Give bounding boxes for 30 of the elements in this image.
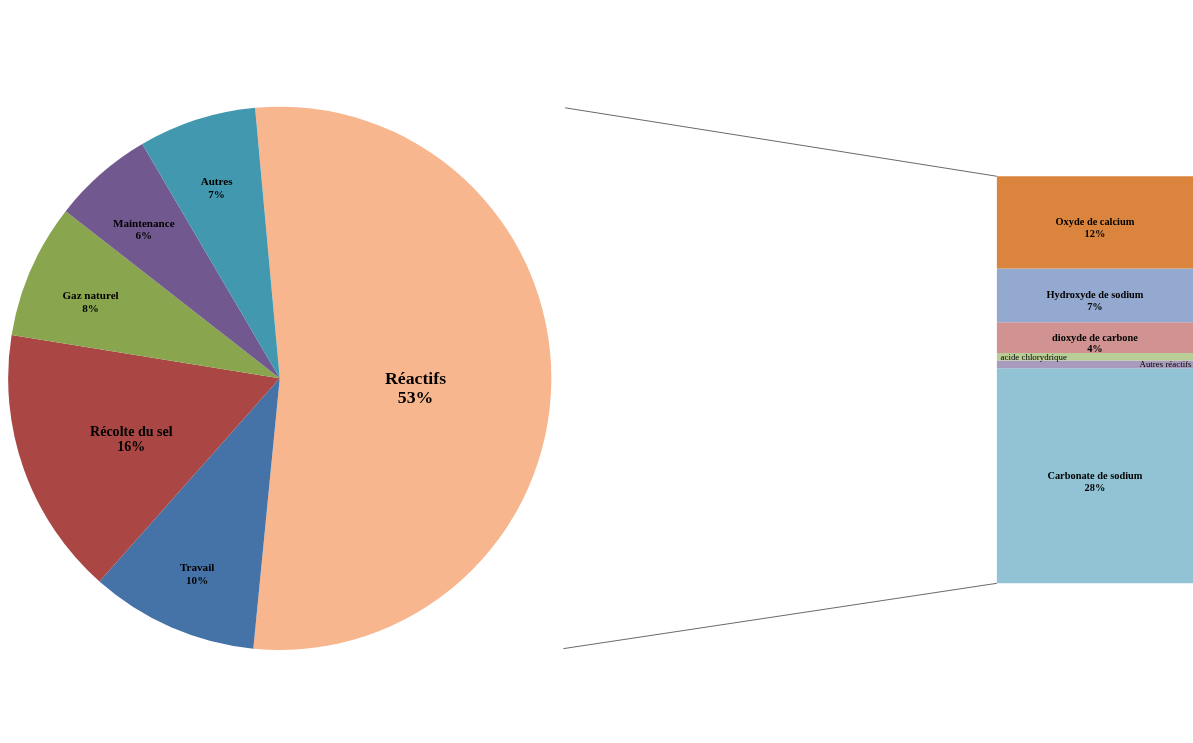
data-label: 7%	[208, 188, 225, 201]
pie-slice	[11, 211, 280, 379]
bar	[996, 176, 1193, 269]
series-label: dioxyde de carbone	[1052, 331, 1139, 343]
data-label: 8%	[82, 302, 99, 314]
series-label: Oxyde de calcium	[1055, 216, 1135, 228]
series-label: Autres réactifs	[1139, 359, 1193, 370]
series-label: Hydroxyde de sodium	[1046, 289, 1144, 301]
slice-label: Travail	[180, 561, 215, 574]
bar	[996, 268, 1193, 323]
data-label: 10%	[186, 573, 209, 586]
data-label: 12%	[1084, 228, 1106, 240]
slice-label: Autres	[200, 175, 234, 188]
data-label: 53%	[397, 387, 434, 408]
data-label: 7%	[1087, 301, 1103, 313]
series-label: Carbonate de sodium	[1047, 469, 1143, 481]
data-label: 6%	[135, 229, 153, 242]
data-label: 28%	[1084, 481, 1106, 493]
series-label: acide chlorydrique	[1000, 351, 1067, 362]
pie-slice	[253, 106, 552, 650]
slice-label: Gaz naturel	[62, 289, 119, 302]
bar	[996, 322, 1193, 353]
pie-slice	[65, 144, 280, 379]
data-label: 16%	[117, 438, 146, 455]
pie-slice	[8, 334, 280, 582]
bar	[996, 368, 1193, 584]
data-label: 4%	[1087, 343, 1103, 355]
slice-label: Maintenance	[112, 216, 175, 229]
slice-label: Récolte du sel	[90, 422, 173, 439]
slice-label: Réactifs	[384, 367, 447, 388]
